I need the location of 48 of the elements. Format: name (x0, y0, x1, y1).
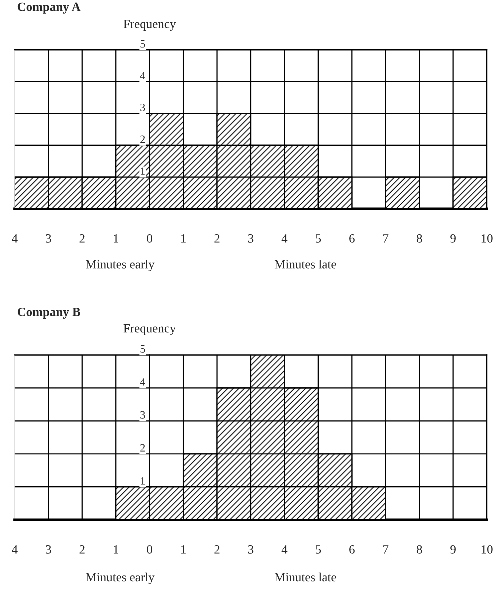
y-tick-label: 3 (140, 411, 146, 419)
x-tick-label: 9 (450, 545, 456, 554)
x-tick-label: 4 (12, 546, 18, 554)
x-tick-label: 2 (214, 234, 220, 243)
x-tick-label: 3 (248, 234, 254, 243)
x-tick-label: 10 (482, 545, 493, 554)
x-tick-label: 4 (282, 546, 288, 554)
x-tick-label: 5 (316, 546, 322, 554)
y-tick-label: 4 (140, 378, 146, 386)
x-tick-label: 8 (416, 545, 422, 554)
x-tick-label: 7 (384, 234, 389, 243)
x-tick-label: 4 (12, 234, 18, 243)
y-tick-label: 4 (140, 72, 146, 80)
x-tick-label: 7 (384, 546, 389, 554)
x-tick-label: 6 (350, 545, 355, 554)
text: Minutes early (86, 260, 155, 272)
text: Minutes late (274, 572, 336, 582)
x-tick-label: 10 (482, 234, 493, 243)
x-tick-label: 5 (316, 234, 322, 243)
x-tick-label: 2 (80, 234, 85, 243)
y-axis-title: Frequency (124, 20, 176, 31)
y-tick-label: 5 (140, 346, 146, 353)
y-tick-label: 5 (140, 40, 146, 48)
text: Minutes early (86, 572, 155, 584)
y-tick-label: 2 (140, 136, 146, 144)
x-tick-label: 1 (182, 234, 186, 243)
x-tick-label: 1 (182, 546, 186, 554)
x-tick-label: 6 (350, 234, 355, 243)
y-tick-label: 2 (140, 444, 146, 452)
chart-title: Company B (18, 308, 81, 319)
x-tick-label: 3 (46, 234, 52, 243)
y-axis-title: Frequency (124, 324, 176, 336)
x-tick-label: 8 (416, 234, 422, 243)
x-tick-label: 1 (114, 234, 118, 243)
x-tick-label: 0 (147, 545, 152, 554)
x-tick-label: 2 (214, 545, 220, 554)
y-tick-label: 3 (140, 104, 146, 112)
y-tick-label: 1 (141, 168, 145, 175)
x-tick-label: 3 (46, 545, 52, 554)
text: Minutes late (274, 260, 336, 269)
x-tick-label: 9 (450, 234, 456, 243)
chart-title: Company A (18, 2, 81, 14)
x-tick-label: 3 (248, 545, 254, 554)
x-tick-label: 4 (282, 234, 288, 243)
y-tick-label: 1 (141, 477, 145, 485)
x-tick-label: 0 (147, 234, 152, 243)
x-tick-label: 2 (80, 545, 85, 554)
x-tick-label: 1 (114, 546, 118, 554)
